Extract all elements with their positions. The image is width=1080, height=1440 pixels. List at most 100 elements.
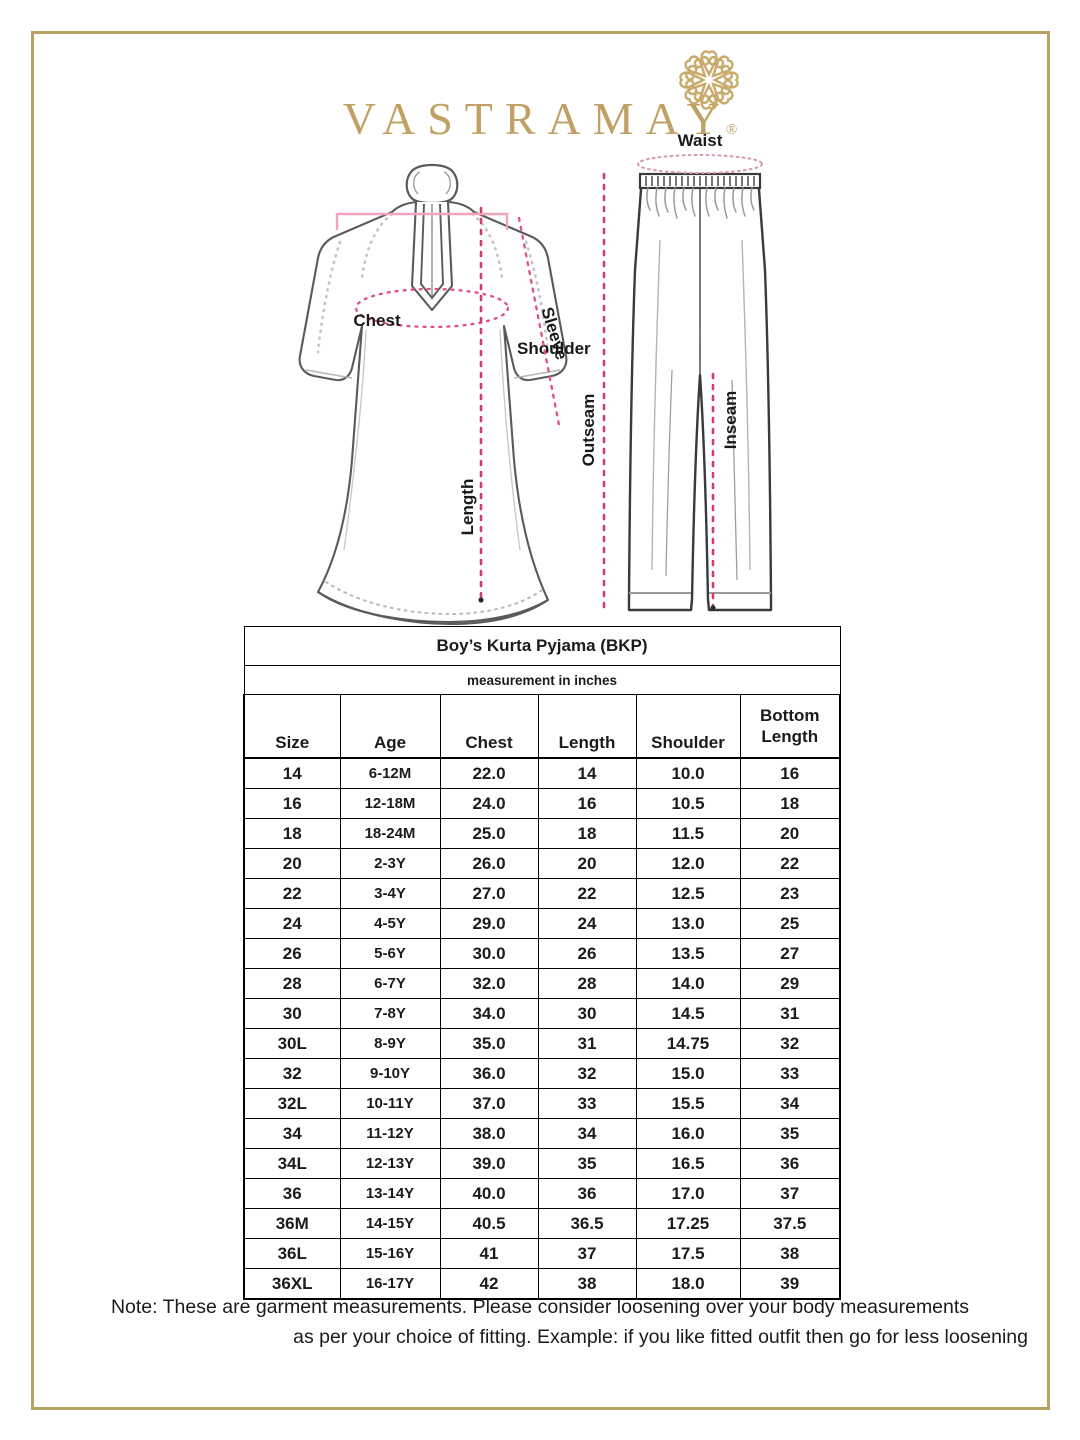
cell-shoulder: 10.5 <box>635 788 741 819</box>
cell-chest: 34.0 <box>439 998 539 1029</box>
cell-length: 26 <box>537 938 637 969</box>
cell-bottom_length: 38 <box>739 1238 842 1269</box>
table-row: 30L 8-9Y 35.0 31 14.75 32 <box>243 1028 842 1059</box>
cell-bottom_length: 31 <box>739 998 842 1029</box>
table-row: 14 6-12M 22.0 14 10.0 16 <box>243 757 842 789</box>
cell-shoulder: 14.0 <box>635 968 741 999</box>
column-header-bottom-length: Bottom Length <box>739 694 842 759</box>
cell-length: 24 <box>537 908 637 939</box>
cell-length: 35 <box>537 1148 637 1179</box>
cell-size: 34L <box>243 1148 341 1179</box>
table-row: 16 12-18M 24.0 16 10.5 18 <box>243 788 842 819</box>
cell-size: 34 <box>243 1118 341 1149</box>
cell-size: 36L <box>243 1238 341 1269</box>
table-row: 18 18-24M 25.0 18 11.5 20 <box>243 818 842 849</box>
table-row: 36XL 16-17Y 42 38 18.0 39 <box>243 1268 842 1300</box>
cell-age: 18-24M <box>339 818 441 849</box>
cell-length: 16 <box>537 788 637 819</box>
cell-bottom_length: 35 <box>739 1118 842 1149</box>
cell-shoulder: 15.0 <box>635 1058 741 1089</box>
cell-chest: 25.0 <box>439 818 539 849</box>
table-title: Boy’s Kurta Pyjama (BKP) <box>243 626 841 666</box>
kurta-label-length: Length <box>458 479 477 536</box>
cell-shoulder: 14.5 <box>635 998 741 1029</box>
cell-shoulder: 12.5 <box>635 878 741 909</box>
table-row: 32 9-10Y 36.0 32 15.0 33 <box>243 1058 842 1089</box>
waist-measure-guide <box>637 154 763 174</box>
cell-chest: 38.0 <box>439 1118 539 1149</box>
cell-length: 33 <box>537 1088 637 1119</box>
cell-bottom_length: 25 <box>739 908 842 939</box>
cell-chest: 41 <box>439 1238 539 1269</box>
table-row: 34L 12-13Y 39.0 35 16.5 36 <box>243 1148 842 1179</box>
cell-age: 7-8Y <box>339 998 441 1029</box>
cell-chest: 30.0 <box>439 938 539 969</box>
column-header-shoulder: Shoulder <box>635 694 741 759</box>
brand-header: VASTRAMAY ® <box>0 34 1080 144</box>
note-line-1: Note: These are garment measurements. Pl… <box>110 1296 970 1318</box>
cell-shoulder: 15.5 <box>635 1088 741 1119</box>
cell-length: 20 <box>537 848 637 879</box>
cell-age: 3-4Y <box>339 878 441 909</box>
cell-shoulder: 16.5 <box>635 1148 741 1179</box>
cell-bottom_length: 37.5 <box>739 1208 842 1239</box>
cell-age: 9-10Y <box>339 1058 441 1089</box>
note-line-2: as per your choice of fitting. Example: … <box>293 1326 1028 1349</box>
shoulder-measure-guide <box>335 212 509 230</box>
cell-shoulder: 11.5 <box>635 818 741 849</box>
cell-length: 32 <box>537 1058 637 1089</box>
cell-length: 38 <box>537 1268 637 1300</box>
table-row: 26 5-6Y 30.0 26 13.5 27 <box>243 938 842 969</box>
cell-shoulder: 13.0 <box>635 908 741 939</box>
size-chart-table-container: Boy’s Kurta Pyjama (BKP) measurement in … <box>243 626 842 1300</box>
floral-rosette-icon <box>679 50 740 110</box>
column-header-length: Length <box>537 694 637 759</box>
cell-length: 14 <box>537 757 637 789</box>
table-subtitle: measurement in inches <box>243 665 841 695</box>
cell-chest: 36.0 <box>439 1058 539 1089</box>
cell-shoulder: 16.0 <box>635 1118 741 1149</box>
cell-size: 26 <box>243 938 341 969</box>
cell-length: 30 <box>537 998 637 1029</box>
cell-shoulder: 18.0 <box>635 1268 741 1300</box>
chest-measure-guide <box>354 287 510 329</box>
table-column-headers: Size Age Chest Length Shoulder Bottom Le… <box>243 694 842 759</box>
cell-age: 10-11Y <box>339 1088 441 1119</box>
registered-trademark-symbol: ® <box>725 122 738 138</box>
inseam-measure-guide <box>710 372 716 611</box>
cell-bottom_length: 16 <box>739 757 842 789</box>
cell-chest: 29.0 <box>439 908 539 939</box>
table-body: 14 6-12M 22.0 14 10.0 16 16 12-18M 24.0 16 10.5 18 1… <box>243 757 842 1300</box>
cell-chest: 39.0 <box>439 1148 539 1179</box>
garment-diagrams: Shoulder Chest Sleeve Length <box>0 130 1080 630</box>
cell-size: 36M <box>243 1208 341 1239</box>
cell-age: 5-6Y <box>339 938 441 969</box>
cell-bottom_length: 39 <box>739 1268 842 1300</box>
cell-shoulder: 17.25 <box>635 1208 741 1239</box>
kurta-illustration: Shoulder Chest Sleeve Length <box>298 163 591 626</box>
column-header-size: Size <box>243 694 341 759</box>
cell-chest: 26.0 <box>439 848 539 879</box>
cell-bottom_length: 36 <box>739 1148 842 1179</box>
table-row: 20 2-3Y 26.0 20 12.0 22 <box>243 848 842 879</box>
cell-age: 6-7Y <box>339 968 441 999</box>
cell-length: 36 <box>537 1178 637 1209</box>
cell-shoulder: 17.0 <box>635 1178 741 1209</box>
cell-size: 18 <box>243 818 341 849</box>
cell-chest: 27.0 <box>439 878 539 909</box>
measurement-note: Note: These are garment measurements. Pl… <box>48 1292 1032 1352</box>
cell-size: 16 <box>243 788 341 819</box>
cell-shoulder: 14.75 <box>635 1028 741 1059</box>
column-header-age: Age <box>339 694 441 759</box>
table-row: 30 7-8Y 34.0 30 14.5 31 <box>243 998 842 1029</box>
cell-size: 28 <box>243 968 341 999</box>
table-row: 28 6-7Y 32.0 28 14.0 29 <box>243 968 842 999</box>
column-header-chest: Chest <box>439 694 539 759</box>
cell-shoulder: 17.5 <box>635 1238 741 1269</box>
brand-wordmark: VASTRAMAY <box>342 93 732 144</box>
cell-age: 12-13Y <box>339 1148 441 1179</box>
sleeve-measure-guide <box>517 216 562 432</box>
cell-bottom_length: 34 <box>739 1088 842 1119</box>
cell-age: 15-16Y <box>339 1238 441 1269</box>
